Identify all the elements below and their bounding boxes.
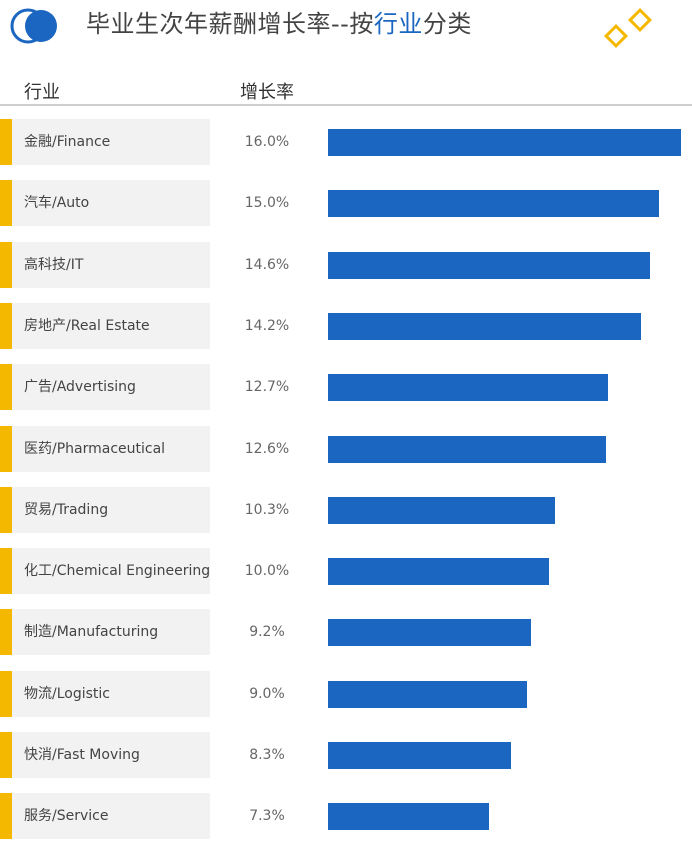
chart-row: 高科技/IT 14.6% (0, 242, 692, 288)
label-background (12, 732, 210, 778)
bar (328, 374, 608, 401)
label-background (12, 180, 210, 226)
bar (328, 619, 531, 646)
bar (328, 313, 641, 340)
title-suffix: 分类 (422, 10, 472, 38)
category-label: 房地产/Real Estate (24, 318, 150, 334)
chart-row: 汽车/Auto 15.0% (0, 180, 692, 226)
label-background (12, 426, 210, 472)
category-label: 贸易/Trading (24, 502, 109, 518)
label-background (12, 119, 210, 165)
chart-row: 物流/Logistic 9.0% (0, 671, 692, 717)
value-label: 12.6% (244, 441, 290, 457)
value-label: 9.0% (249, 686, 285, 702)
row-accent (0, 793, 12, 839)
row-accent (0, 487, 12, 533)
bar (328, 129, 681, 156)
category-label: 制造/Manufacturing (24, 624, 159, 640)
label-background (12, 609, 210, 655)
row-accent (0, 119, 12, 165)
column-header-industry: 行业 (24, 82, 60, 103)
bar (328, 497, 555, 524)
row-accent (0, 609, 12, 655)
yellow-diamonds-icon (603, 7, 653, 49)
bar (328, 436, 606, 463)
row-accent (0, 671, 12, 717)
bar (328, 558, 549, 585)
row-accent (0, 548, 12, 594)
label-background (12, 303, 210, 349)
category-label: 医药/Pharmaceutical (24, 441, 166, 457)
row-accent (0, 732, 12, 778)
category-label: 快消/Fast Moving (24, 747, 140, 763)
category-label: 化工/Chemical Engineering (24, 563, 211, 579)
row-accent (0, 303, 12, 349)
bar (328, 252, 650, 279)
chart-row: 服务/Service 7.3% (0, 793, 692, 839)
category-label: 金融/Finance (24, 134, 111, 150)
category-label: 服务/Service (24, 808, 109, 824)
chart-row: 广告/Advertising 12.7% (0, 364, 692, 410)
bar (328, 681, 527, 708)
bar (328, 803, 489, 830)
label-background (12, 793, 210, 839)
title-prefix: 毕业生次年薪酬增长率--按 (86, 10, 374, 38)
value-label: 10.3% (244, 502, 290, 518)
chart-row: 快消/Fast Moving 8.3% (0, 732, 692, 778)
row-accent (0, 242, 12, 288)
column-header-growth: 增长率 (240, 82, 294, 103)
value-label: 8.3% (249, 747, 285, 763)
category-label: 物流/Logistic (24, 686, 110, 702)
label-background (12, 364, 210, 410)
blue-circle-logo-icon (10, 8, 57, 44)
chart-row: 房地产/Real Estate 14.2% (0, 303, 692, 349)
chart-row: 金融/Finance 16.0% (0, 119, 692, 165)
bar (328, 742, 511, 769)
bar (328, 190, 659, 217)
label-background (12, 242, 210, 288)
value-label: 14.6% (244, 257, 290, 273)
value-label: 15.0% (244, 195, 290, 211)
page-title: 毕业生次年薪酬增长率--按行业分类 (86, 6, 472, 42)
chart-row: 化工/Chemical Engineering 10.0% (0, 548, 692, 594)
value-label: 16.0% (244, 134, 290, 150)
title-highlight: 行业 (373, 10, 423, 38)
chart-row: 贸易/Trading 10.3% (0, 487, 692, 533)
row-accent (0, 426, 12, 472)
value-label: 14.2% (244, 318, 290, 334)
value-label: 7.3% (249, 808, 285, 824)
label-background (12, 487, 210, 533)
row-accent (0, 180, 12, 226)
value-label: 9.2% (249, 624, 285, 640)
header-divider (0, 104, 692, 106)
label-background (12, 671, 210, 717)
chart-row: 医药/Pharmaceutical 12.6% (0, 426, 692, 472)
row-accent (0, 364, 12, 410)
value-label: 10.0% (244, 563, 290, 579)
chart-row: 制造/Manufacturing 9.2% (0, 609, 692, 655)
category-label: 高科技/IT (24, 257, 84, 273)
label-background (12, 548, 210, 594)
value-label: 12.7% (244, 379, 290, 395)
category-label: 汽车/Auto (24, 195, 90, 211)
category-label: 广告/Advertising (24, 379, 136, 395)
